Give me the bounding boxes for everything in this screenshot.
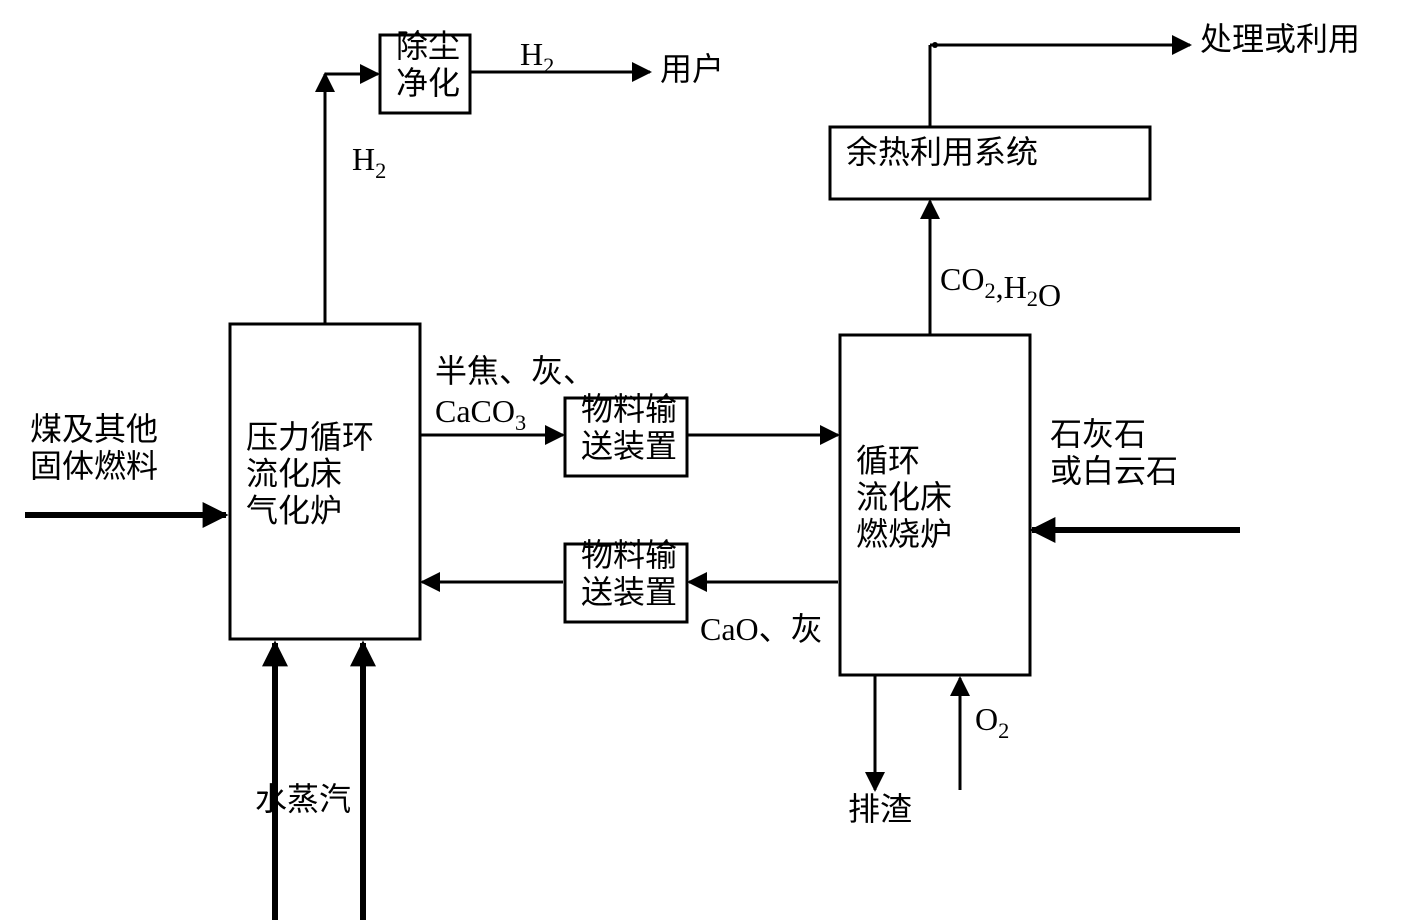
heat_recovery-box: 余热利用系统 xyxy=(830,127,1150,199)
mid_upper_mats-label-0: 半焦、灰、 xyxy=(435,353,595,389)
slag-label-0: 排渣 xyxy=(848,791,912,827)
combustor-label-2: 燃烧炉 xyxy=(856,516,952,552)
transport_lower-box: 物料输送装置 xyxy=(565,537,687,622)
dot xyxy=(932,42,938,48)
limestone-label-0: 石灰石 xyxy=(1050,416,1146,452)
transport_upper-label-0: 物料输 xyxy=(581,391,677,427)
transport_lower-label-0: 物料输 xyxy=(581,537,677,573)
transport_upper-label-1: 送装置 xyxy=(581,428,677,464)
combustor-box: 循环流化床燃烧炉 xyxy=(840,335,1030,675)
fuel_in-label-0: 煤及其他 xyxy=(30,411,158,447)
gasifier-label-2: 气化炉 xyxy=(246,493,342,529)
gasifier-box: 压力循环流化床气化炉 xyxy=(230,324,420,639)
cao_ash-label-0: CaO、灰 xyxy=(700,611,823,647)
gasifier-label-1: 流化床 xyxy=(246,456,342,492)
gasifier-label-0: 压力循环 xyxy=(246,419,374,455)
heat_recovery-label-0: 余热利用系统 xyxy=(846,134,1038,170)
transport_lower-label-1: 送装置 xyxy=(581,574,677,610)
h2_up-label: H2 xyxy=(352,141,386,183)
purifier-label-0: 除尘 xyxy=(396,28,460,64)
limestone-label-1: 或白云石 xyxy=(1050,453,1178,489)
h2_top-label: H2 xyxy=(520,36,554,78)
co2_h2o-label: CO2,H2O xyxy=(940,261,1061,313)
purifier-box: 除尘净化 xyxy=(380,28,470,113)
user-label-0: 用户 xyxy=(660,51,724,87)
fuel_in-label-1: 固体燃料 xyxy=(30,448,158,484)
combustor-label-1: 流化床 xyxy=(856,479,952,515)
o2-label: O2 xyxy=(975,701,1009,743)
purifier-label-1: 净化 xyxy=(396,65,460,101)
combustor-label-0: 循环 xyxy=(856,442,920,478)
transport_upper-box: 物料输送装置 xyxy=(565,391,687,476)
mid_upper_caco3-label: CaCO3 xyxy=(435,393,526,435)
steam-label-0: 水蒸汽 xyxy=(255,781,351,817)
treat_or_use-label-0: 处理或利用 xyxy=(1200,21,1360,57)
